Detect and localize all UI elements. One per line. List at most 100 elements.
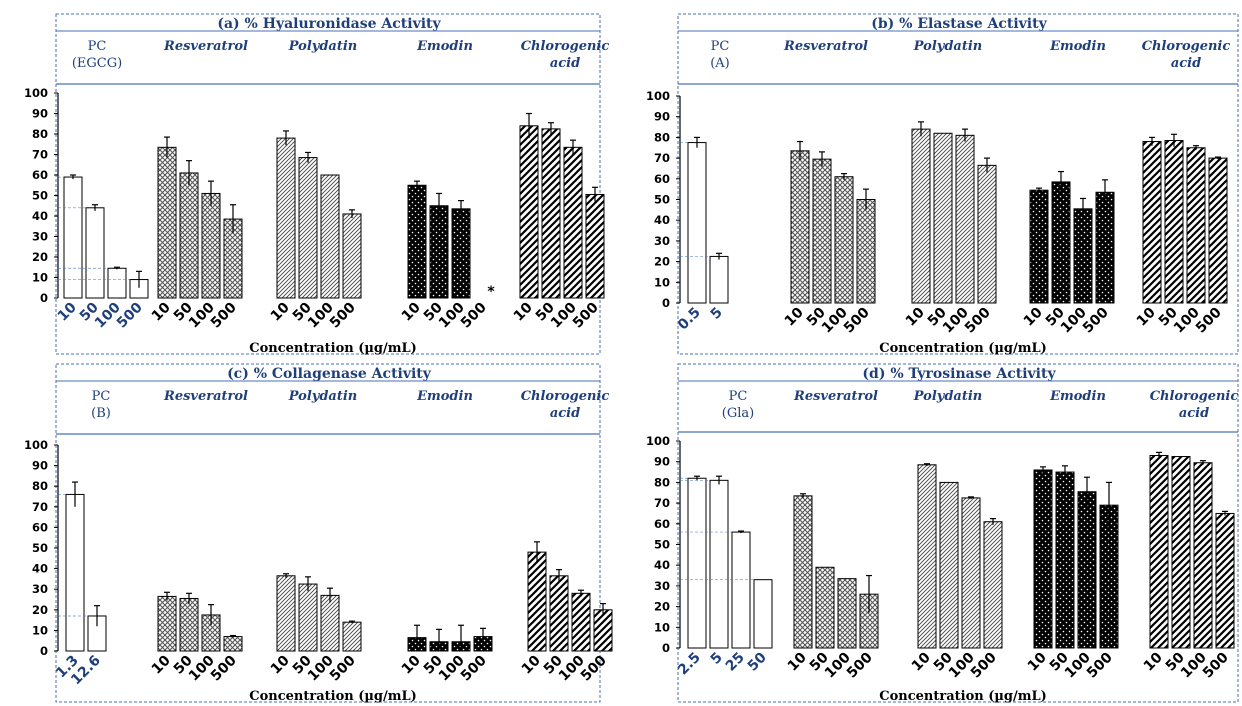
y-tick-label: 80: [32, 479, 48, 493]
bar: [65, 493, 85, 652]
group-label: Polydatin: [288, 389, 358, 404]
x-tick-label: 500: [1200, 649, 1232, 681]
x-tick-label: 10: [149, 652, 174, 677]
y-tick-label: 50: [654, 193, 670, 207]
chart-title: (a) % Hyaluronidase Activity: [217, 16, 441, 32]
x-tick-label: 5: [708, 305, 726, 323]
x-tick-label: 500: [327, 652, 359, 684]
bar: [519, 125, 539, 299]
bar: [1033, 469, 1053, 649]
bar: [687, 477, 707, 649]
x-tick-label: 500: [968, 649, 1000, 681]
panel-frame: [677, 13, 1239, 355]
bar: [320, 174, 340, 299]
x-tick-label: 500: [458, 652, 490, 684]
panel-frame: [677, 363, 1239, 703]
x-tick-label: 500: [208, 652, 240, 684]
x-axis-label: Concentration (µg/mL): [249, 689, 417, 704]
y-tick-label: 70: [32, 500, 48, 514]
group-label: Resveratrol: [783, 39, 868, 54]
y-tick-label: 30: [32, 582, 48, 596]
x-tick-label: 500: [841, 304, 873, 336]
x-tick-label: 500: [1193, 304, 1225, 336]
x-tick-label: 10: [1025, 649, 1050, 674]
y-tick-label: 0: [40, 291, 48, 305]
x-tick-label: 500: [458, 299, 490, 331]
x-tick-label: 10: [399, 299, 424, 324]
bar: [709, 255, 729, 304]
group-label: PC: [92, 389, 111, 404]
x-tick-label: 500: [962, 304, 994, 336]
x-tick-label: 500: [570, 299, 602, 331]
y-tick-label: 0: [662, 641, 670, 655]
bar: [837, 578, 857, 649]
x-tick-label: 25: [723, 650, 748, 675]
chart-panel-1: (a) % Hyaluronidase Activity 0 10 20 30 40 50 6…: [24, 13, 609, 356]
chart-title: (d) % Tyrosinase Activity: [862, 366, 1056, 382]
x-tick-label: 10: [149, 299, 174, 324]
bar: [276, 575, 296, 652]
group-label: acid: [1171, 56, 1201, 71]
bar: [451, 208, 471, 299]
x-tick-label: 500: [578, 652, 610, 684]
x-tick-label: 10: [782, 304, 807, 329]
y-tick-label: 40: [654, 213, 670, 227]
bar: [1208, 157, 1228, 304]
bar: [179, 172, 199, 299]
bar: [793, 495, 813, 649]
x-tick-label: 10: [511, 299, 536, 324]
y-tick-label: 70: [654, 151, 670, 165]
x-tick-label: 500: [327, 299, 359, 331]
bar: [856, 199, 876, 304]
y-tick-label: 90: [654, 455, 670, 469]
bar: [276, 137, 296, 299]
y-tick-label: 100: [24, 86, 48, 100]
x-tick-label: 500: [114, 299, 146, 331]
y-tick-label: 10: [32, 623, 48, 637]
bar: [977, 164, 997, 304]
group-label: Chlorogenic: [1150, 389, 1239, 404]
bar: [407, 184, 427, 299]
y-tick-label: 40: [32, 209, 48, 223]
x-tick-label: 2.5: [675, 650, 704, 679]
bar: [342, 621, 362, 652]
bar: [1055, 471, 1075, 649]
bar: [298, 157, 318, 299]
bar: [1029, 189, 1049, 304]
group-label: Polydatin: [913, 39, 983, 54]
bar: [179, 597, 199, 652]
annotation: *: [487, 284, 495, 300]
group-label: Chlorogenic: [521, 389, 610, 404]
bar: [585, 193, 605, 299]
group-label: acid: [550, 406, 580, 421]
y-tick-label: 90: [32, 459, 48, 473]
group-label: Resveratrol: [163, 389, 248, 404]
x-axis-label: Concentration (µg/mL): [879, 341, 1047, 356]
y-tick-label: 0: [662, 296, 670, 310]
x-tick-label: 10: [519, 652, 544, 677]
y-tick-label: 20: [654, 600, 670, 614]
y-tick-label: 30: [32, 230, 48, 244]
y-tick-label: 20: [32, 250, 48, 264]
x-tick-label: 10: [1134, 304, 1159, 329]
y-tick-label: 10: [654, 275, 670, 289]
group-label: PC: [88, 39, 107, 54]
group-label: acid: [550, 56, 580, 71]
bar: [107, 267, 127, 299]
panels: (a) % Hyaluronidase Activity010203040506…: [24, 13, 1239, 704]
bar-group-1: PC (A) 0.5 5: [675, 39, 730, 333]
x-tick-label: 0.5: [675, 305, 704, 334]
y-tick-label: 80: [32, 127, 48, 141]
bar: [1164, 140, 1184, 304]
group-label: Chlorogenic: [1142, 39, 1231, 54]
bar: [342, 213, 362, 299]
bar: [157, 146, 177, 299]
bar: [687, 142, 707, 304]
